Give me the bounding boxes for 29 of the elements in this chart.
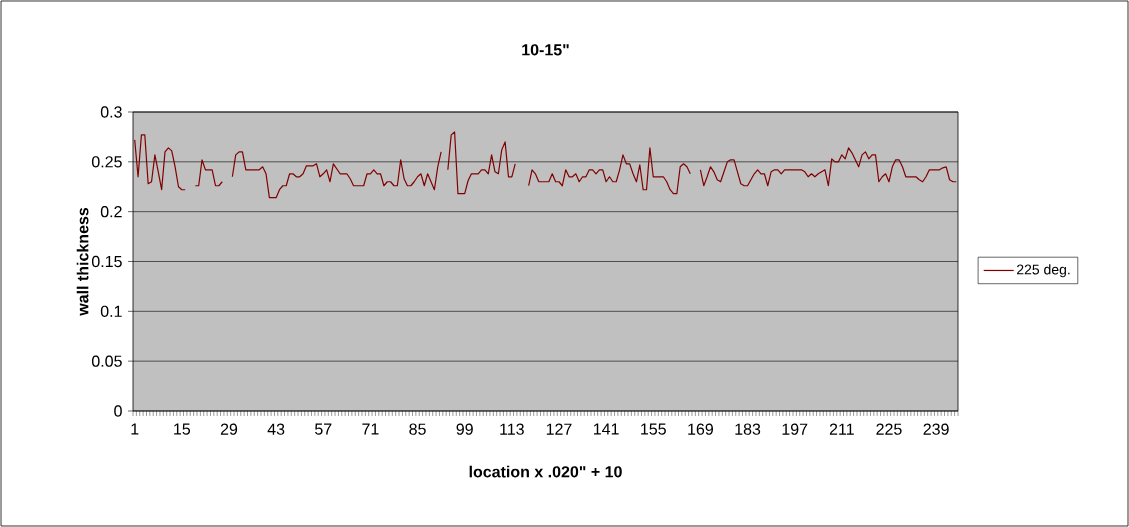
x-tick-label: 155 — [641, 423, 666, 435]
y-tick-label: 0 — [114, 405, 122, 417]
y-tick-label: 0.2 — [100, 206, 122, 218]
y-axis-title: wall thickness — [76, 207, 89, 316]
y-tick-label: 0.05 — [91, 355, 122, 367]
x-tick-label: 57 — [315, 423, 332, 435]
y-tick-label: 0.15 — [91, 255, 122, 268]
x-tick-label: 15 — [174, 423, 191, 435]
x-axis-title: location x .020" + 10 — [469, 465, 622, 478]
x-tick-label: 1 — [131, 423, 139, 435]
x-tick-label: 85 — [409, 423, 426, 435]
y-tick-label: 0.25 — [91, 156, 122, 168]
x-tick-label: 141 — [593, 423, 619, 435]
x-tick-label: 239 — [923, 423, 949, 435]
x-tick-label: 183 — [735, 423, 761, 435]
chart-title: 10-15" — [522, 44, 569, 56]
x-tick-label: 99 — [456, 423, 473, 435]
legend-label: 225 deg. — [1017, 264, 1070, 278]
x-tick-label: 29 — [220, 423, 238, 435]
x-tick-label: 169 — [688, 423, 713, 435]
y-tick-label: 0.1 — [100, 305, 122, 317]
x-tick-label: 43 — [267, 423, 285, 435]
x-tick-label: 127 — [546, 423, 572, 435]
x-tick-label: 225 — [876, 423, 902, 435]
x-tick-label: 197 — [782, 423, 808, 435]
x-tick-label: 71 — [362, 423, 379, 435]
y-tick-label: 0.3 — [100, 106, 122, 118]
x-tick-label: 211 — [829, 423, 854, 435]
x-tick-label: 113 — [500, 423, 524, 435]
